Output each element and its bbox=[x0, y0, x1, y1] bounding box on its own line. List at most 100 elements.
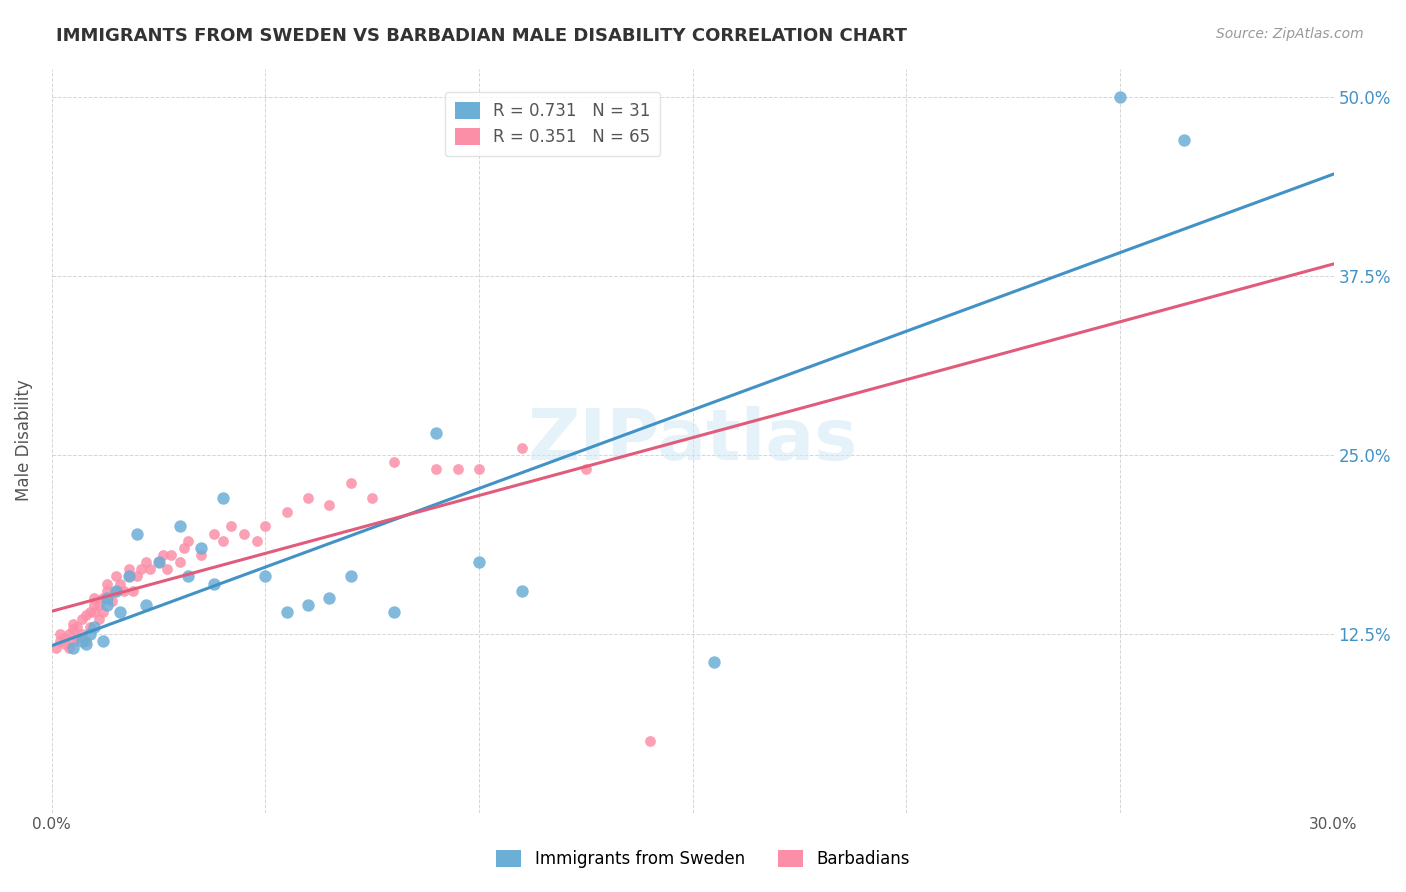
Point bbox=[75, 633, 97, 648]
Point bbox=[108, 576, 131, 591]
Point bbox=[96, 598, 118, 612]
Point bbox=[446, 462, 468, 476]
Point bbox=[169, 519, 191, 533]
Point bbox=[70, 626, 93, 640]
Point bbox=[135, 555, 157, 569]
Point bbox=[139, 562, 162, 576]
Point bbox=[49, 626, 72, 640]
Point bbox=[202, 576, 225, 591]
Point bbox=[118, 569, 141, 583]
Point bbox=[177, 569, 200, 583]
Point bbox=[276, 505, 298, 519]
Point bbox=[219, 519, 242, 533]
Point bbox=[100, 594, 122, 608]
Point bbox=[510, 441, 533, 455]
Text: ZIPatlas: ZIPatlas bbox=[527, 406, 858, 475]
Point bbox=[87, 612, 110, 626]
Point bbox=[83, 619, 105, 633]
Point bbox=[79, 619, 101, 633]
Point bbox=[148, 555, 170, 569]
Point bbox=[83, 605, 105, 619]
Point bbox=[318, 591, 340, 605]
Point bbox=[49, 633, 72, 648]
Point bbox=[70, 612, 93, 626]
Point bbox=[425, 426, 447, 441]
Point bbox=[211, 533, 233, 548]
Point bbox=[53, 637, 76, 651]
Point bbox=[190, 541, 212, 555]
Point bbox=[127, 526, 149, 541]
Point bbox=[246, 533, 269, 548]
Point bbox=[62, 623, 84, 637]
Point bbox=[83, 598, 105, 612]
Point bbox=[112, 583, 135, 598]
Legend: Immigrants from Sweden, Barbadians: Immigrants from Sweden, Barbadians bbox=[489, 843, 917, 875]
Point bbox=[45, 640, 67, 655]
Point bbox=[254, 519, 277, 533]
Point bbox=[276, 605, 298, 619]
Point bbox=[638, 734, 661, 748]
Point bbox=[96, 576, 118, 591]
Point bbox=[66, 631, 89, 645]
Point bbox=[58, 626, 80, 640]
Point bbox=[62, 640, 84, 655]
Point bbox=[118, 569, 141, 583]
Point bbox=[83, 591, 105, 605]
Point bbox=[1109, 90, 1132, 104]
Point bbox=[131, 562, 153, 576]
Point bbox=[148, 555, 170, 569]
Point bbox=[96, 583, 118, 598]
Text: Source: ZipAtlas.com: Source: ZipAtlas.com bbox=[1216, 27, 1364, 41]
Point bbox=[87, 598, 110, 612]
Point bbox=[62, 633, 84, 648]
Legend: R = 0.731   N = 31, R = 0.351   N = 65: R = 0.731 N = 31, R = 0.351 N = 65 bbox=[444, 92, 661, 156]
Point bbox=[233, 526, 256, 541]
Point bbox=[127, 569, 149, 583]
Point bbox=[1173, 133, 1195, 147]
Point bbox=[318, 498, 340, 512]
Point bbox=[382, 605, 405, 619]
Point bbox=[297, 598, 319, 612]
Y-axis label: Male Disability: Male Disability bbox=[15, 380, 32, 501]
Point bbox=[58, 640, 80, 655]
Point bbox=[91, 605, 114, 619]
Point bbox=[425, 462, 447, 476]
Point bbox=[190, 548, 212, 562]
Point bbox=[152, 548, 174, 562]
Point bbox=[79, 626, 101, 640]
Point bbox=[468, 555, 491, 569]
Point bbox=[108, 605, 131, 619]
Point bbox=[510, 583, 533, 598]
Point bbox=[297, 491, 319, 505]
Point bbox=[53, 631, 76, 645]
Point bbox=[70, 633, 93, 648]
Point bbox=[75, 637, 97, 651]
Point bbox=[177, 533, 200, 548]
Point bbox=[79, 605, 101, 619]
Point bbox=[104, 583, 127, 598]
Point bbox=[75, 608, 97, 623]
Point bbox=[96, 591, 118, 605]
Point bbox=[91, 633, 114, 648]
Point bbox=[104, 583, 127, 598]
Point bbox=[340, 476, 363, 491]
Point bbox=[361, 491, 384, 505]
Point bbox=[202, 526, 225, 541]
Point bbox=[122, 583, 145, 598]
Point bbox=[575, 462, 598, 476]
Point bbox=[66, 619, 89, 633]
Point bbox=[91, 591, 114, 605]
Text: IMMIGRANTS FROM SWEDEN VS BARBADIAN MALE DISABILITY CORRELATION CHART: IMMIGRANTS FROM SWEDEN VS BARBADIAN MALE… bbox=[56, 27, 907, 45]
Point bbox=[340, 569, 363, 583]
Point bbox=[118, 562, 141, 576]
Point bbox=[211, 491, 233, 505]
Point bbox=[104, 569, 127, 583]
Point bbox=[468, 462, 491, 476]
Point bbox=[62, 616, 84, 631]
Point bbox=[703, 655, 725, 669]
Point bbox=[173, 541, 195, 555]
Point bbox=[254, 569, 277, 583]
Point bbox=[169, 555, 191, 569]
Point bbox=[156, 562, 179, 576]
Point bbox=[160, 548, 183, 562]
